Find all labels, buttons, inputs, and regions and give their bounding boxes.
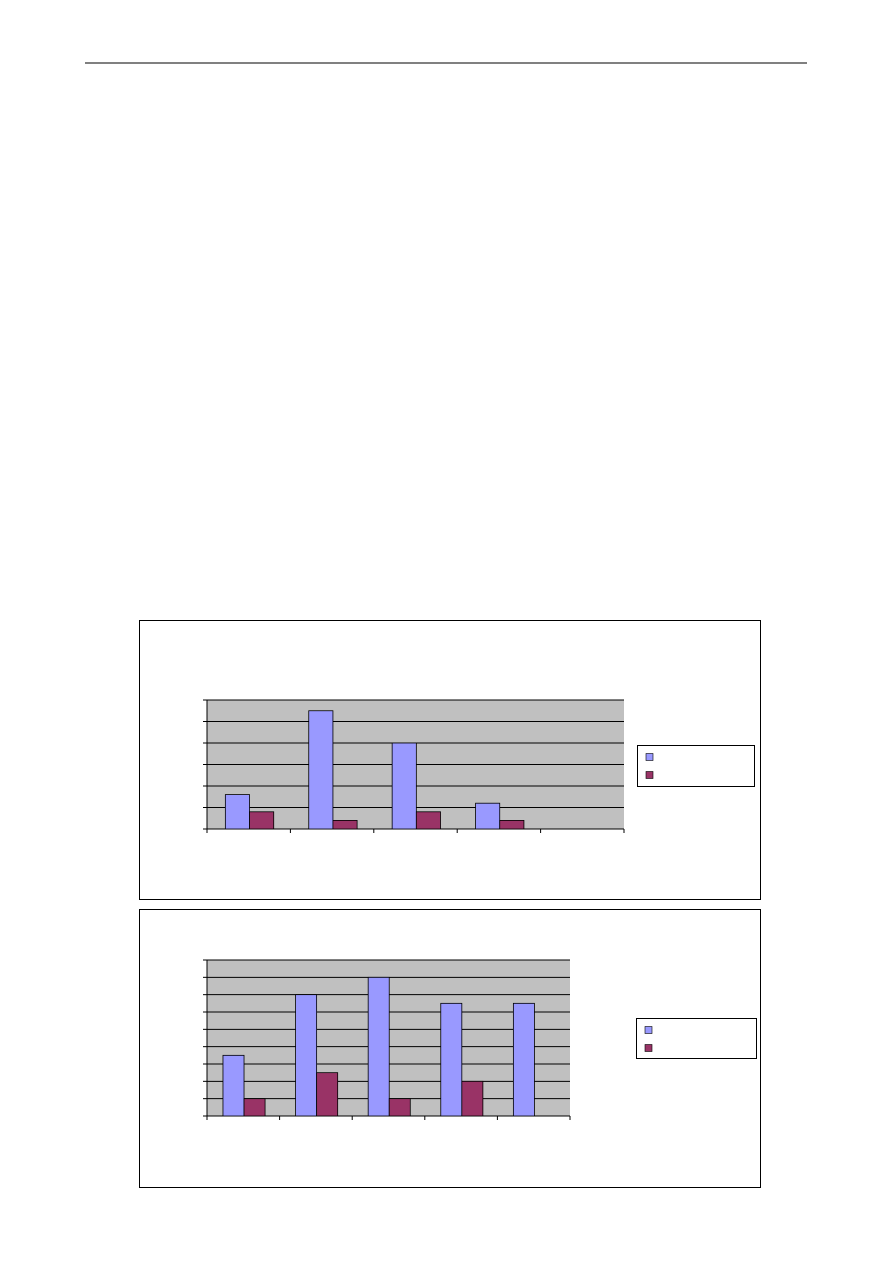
bar [391, 742, 417, 830]
bar [415, 811, 441, 830]
bar [388, 1098, 411, 1117]
bar [249, 811, 275, 830]
legend-swatch [645, 771, 654, 779]
legend [636, 1018, 757, 1059]
bar [332, 820, 358, 830]
bar [440, 1002, 463, 1117]
bar [512, 1002, 535, 1117]
bar [224, 794, 250, 830]
legend-swatch [644, 1026, 653, 1034]
legend-swatch [644, 1044, 653, 1052]
legend [637, 745, 755, 787]
bar [499, 820, 525, 830]
legend-swatch [645, 753, 654, 761]
bar [243, 1098, 266, 1117]
bar [295, 994, 318, 1117]
bar [308, 710, 334, 830]
bar [367, 976, 390, 1117]
bar [222, 1054, 245, 1117]
bar [316, 1072, 339, 1117]
bar [475, 802, 501, 830]
bar [461, 1080, 484, 1117]
